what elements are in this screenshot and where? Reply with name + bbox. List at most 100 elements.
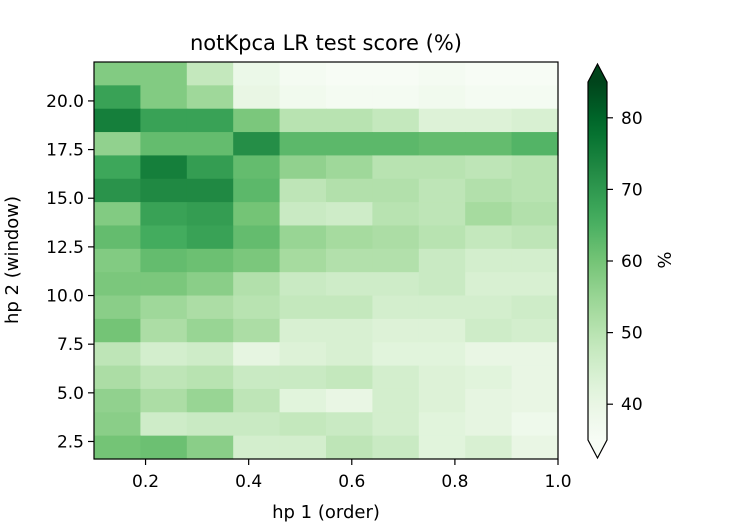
heatmap-cell xyxy=(326,155,373,180)
heatmap-cell xyxy=(372,435,420,460)
heatmap-cell xyxy=(326,178,373,203)
heatmap-cell xyxy=(233,202,281,227)
heatmap-cell xyxy=(94,225,141,250)
heatmap-cell xyxy=(465,435,513,460)
heatmap-cell xyxy=(279,272,327,297)
heatmap-cell xyxy=(326,435,373,460)
heatmap-cell xyxy=(279,155,327,180)
heatmap-cell xyxy=(233,85,281,110)
colorbar-tick-label: 60 xyxy=(621,252,643,272)
heatmap-cell xyxy=(511,178,559,203)
heatmap-cell xyxy=(94,248,141,273)
heatmap-cell xyxy=(186,202,234,227)
heatmap-cell xyxy=(94,202,141,227)
heatmap-cell xyxy=(233,155,281,180)
heatmap-cell xyxy=(140,295,188,320)
heatmap-cell xyxy=(279,365,327,390)
heatmap-cell xyxy=(372,178,420,203)
heatmap-cell xyxy=(94,295,141,320)
heatmap-cell xyxy=(465,108,513,133)
chart-title: notKpca LR test score (%) xyxy=(190,31,462,55)
heatmap-cell xyxy=(233,412,281,437)
heatmap-cell xyxy=(233,342,281,367)
heatmap-cell xyxy=(94,178,141,203)
heatmap-cell xyxy=(140,62,188,86)
heatmap-cell xyxy=(94,85,141,110)
colorbar-gradient xyxy=(588,82,607,440)
heatmap-cell xyxy=(418,318,466,343)
heatmap-cell xyxy=(186,342,234,367)
heatmap-cell xyxy=(233,318,281,343)
heatmap-cell xyxy=(186,295,234,320)
heatmap-cell xyxy=(511,155,559,180)
y-tick-label: 2.5 xyxy=(57,432,84,452)
heatmap-cell xyxy=(511,435,559,460)
y-tick-label: 15.0 xyxy=(46,189,84,209)
heatmap-cell xyxy=(511,248,559,273)
heatmap-cell xyxy=(511,365,559,390)
heatmap-cell xyxy=(465,225,513,250)
heatmap-cell xyxy=(372,388,420,413)
heatmap-cell xyxy=(372,85,420,110)
heatmap-cell xyxy=(326,132,373,157)
colorbar-extend-max xyxy=(588,64,607,82)
x-tick-label: 0.4 xyxy=(235,472,262,492)
heatmap-cell xyxy=(418,295,466,320)
heatmap-cell xyxy=(140,155,188,180)
heatmap-cell xyxy=(326,342,373,367)
heatmap-cell xyxy=(279,178,327,203)
heatmap-cell xyxy=(511,225,559,250)
heatmap-cell xyxy=(418,272,466,297)
heatmap-cell xyxy=(279,342,327,367)
heatmap-cell xyxy=(326,365,373,390)
heatmap-cell xyxy=(465,155,513,180)
heatmap-cell xyxy=(372,62,420,86)
heatmap-cell xyxy=(140,318,188,343)
y-tick-label: 17.5 xyxy=(46,141,84,161)
heatmap-cell xyxy=(186,85,234,110)
y-tick-label: 20.0 xyxy=(46,92,84,112)
heatmap-cell xyxy=(465,272,513,297)
heatmap-cell xyxy=(326,412,373,437)
heatmap-cell xyxy=(326,248,373,273)
heatmap-cell xyxy=(94,435,141,460)
heatmap-cell xyxy=(418,365,466,390)
heatmap-cell xyxy=(233,248,281,273)
heatmap-cell xyxy=(186,365,234,390)
heatmap-cell xyxy=(372,132,420,157)
heatmap-cell xyxy=(279,318,327,343)
heatmap-cell xyxy=(140,108,188,133)
heatmap-cell xyxy=(94,62,141,86)
colorbar-outline xyxy=(587,62,608,460)
x-axis-label: hp 1 (order) xyxy=(272,502,380,523)
heatmap-cell xyxy=(465,132,513,157)
heatmap-cell xyxy=(326,272,373,297)
heatmap-cell xyxy=(418,435,466,460)
heatmap-cell xyxy=(418,155,466,180)
heatmap-cell xyxy=(279,248,327,273)
heatmap-cell xyxy=(372,412,420,437)
colorbar-tick-label: 70 xyxy=(621,180,643,200)
heatmap-cell xyxy=(418,132,466,157)
heatmap-cell xyxy=(372,248,420,273)
x-tick-label: 0.2 xyxy=(132,472,159,492)
heatmap-cell xyxy=(326,318,373,343)
heatmap-cell xyxy=(418,62,466,86)
heatmap-cell xyxy=(465,85,513,110)
heatmap-cell xyxy=(279,62,327,86)
heatmap-cell xyxy=(94,365,141,390)
heatmap-cell xyxy=(94,318,141,343)
heatmap-cell xyxy=(94,388,141,413)
heatmap-cell xyxy=(233,108,281,133)
heatmap-cell xyxy=(140,85,188,110)
heatmap-cell xyxy=(140,132,188,157)
heatmap-cell xyxy=(279,85,327,110)
heatmap-cell xyxy=(372,225,420,250)
heatmap-cell xyxy=(140,202,188,227)
heatmap-cell xyxy=(140,435,188,460)
heatmap-cell xyxy=(372,155,420,180)
heatmap-cell xyxy=(511,342,559,367)
heatmap-cell xyxy=(140,365,188,390)
heatmap-cell xyxy=(465,412,513,437)
heatmap-cell xyxy=(465,178,513,203)
